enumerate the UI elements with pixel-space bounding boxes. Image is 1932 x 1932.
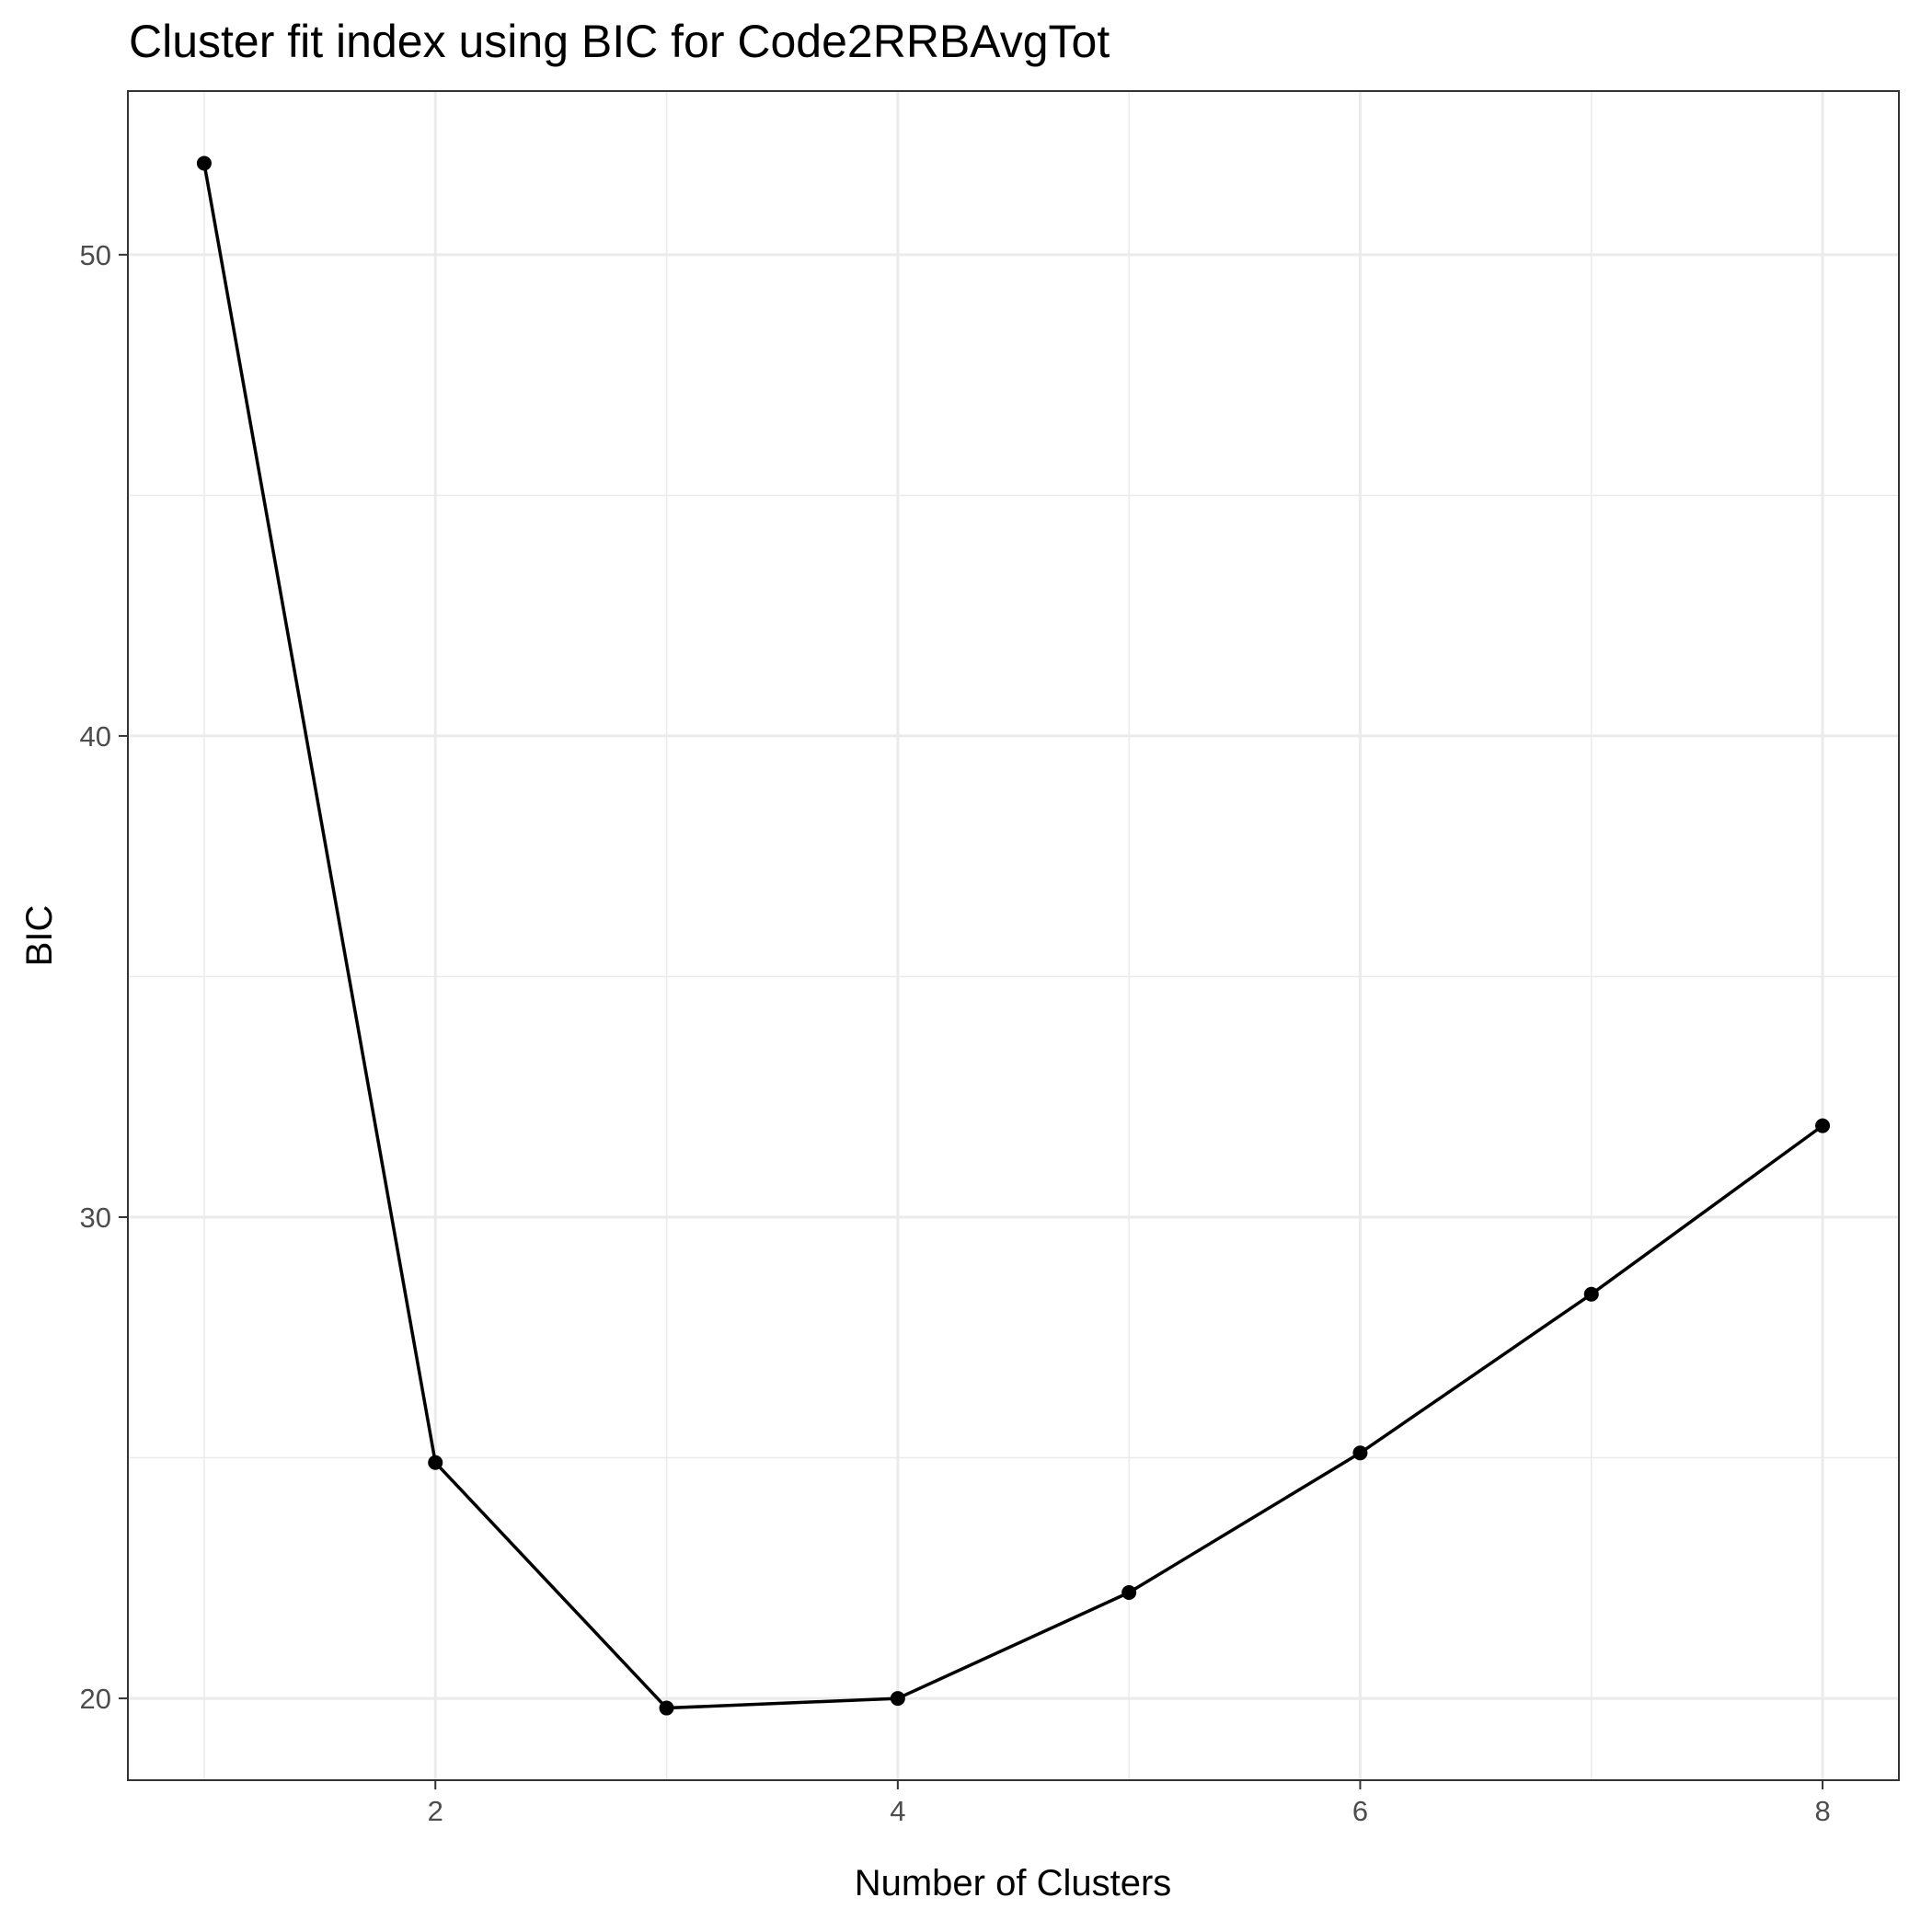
y-tick-label: 50	[80, 239, 111, 271]
bic-data-point	[890, 1691, 905, 1707]
panel-border	[127, 90, 1900, 1781]
bic-data-point	[1815, 1118, 1831, 1133]
x-axis-ticks: 2 4 6 8	[428, 1780, 1831, 1827]
x-tick-label: 2	[428, 1795, 443, 1827]
x-tick-label: 4	[890, 1795, 905, 1827]
y-axis-title: BIC	[19, 905, 60, 967]
series-layer	[196, 155, 1831, 1716]
x-tick-label: 8	[1814, 1795, 1830, 1827]
chart-title: Cluster fit index using BIC for Code2RRB…	[129, 16, 1110, 67]
x-tick-label: 6	[1352, 1795, 1368, 1827]
bic-data-point	[1583, 1286, 1599, 1302]
y-tick-label: 20	[80, 1683, 111, 1715]
x-axis-title: Number of Clusters	[855, 1863, 1172, 1903]
bic-series-line	[202, 163, 1824, 1710]
bic-data-point	[1352, 1445, 1368, 1461]
bic-data-point	[1121, 1585, 1137, 1600]
bic-data-point	[196, 155, 212, 171]
bic-data-point	[659, 1700, 674, 1716]
y-axis-ticks: 20 30 40 50	[80, 239, 128, 1715]
minor-gridlines	[128, 91, 1899, 1780]
bic-data-point	[428, 1455, 443, 1470]
y-tick-label: 30	[80, 1202, 111, 1234]
y-tick-label: 40	[80, 720, 111, 753]
major-gridlines	[128, 91, 1899, 1780]
